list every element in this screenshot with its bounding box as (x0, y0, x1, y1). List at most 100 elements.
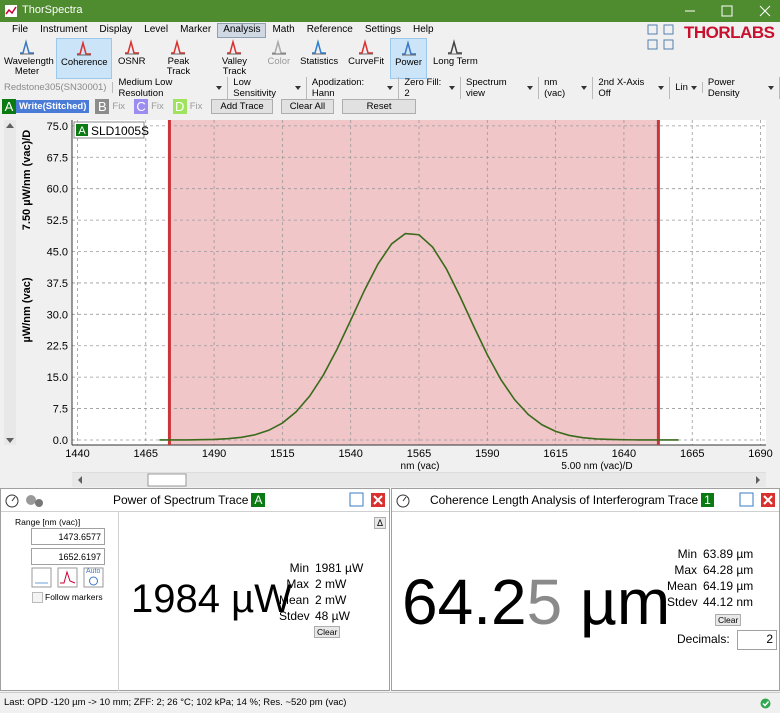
tool-label: Long Term (433, 56, 478, 67)
menu-item[interactable]: Instrument (40, 24, 88, 35)
dropdown[interactable]: Power Density (703, 76, 780, 99)
tool-button[interactable]: Valley Track (207, 38, 261, 79)
dropdown[interactable]: 2nd X-Axis Off (593, 76, 671, 99)
clear-button[interactable]: Clear (314, 626, 341, 638)
undock-button[interactable] (739, 492, 754, 507)
stat-name: Max (674, 563, 697, 577)
tool-icon (20, 39, 34, 55)
status-bar: Last: OPD -120 µm -> 10 mm; ZFF: 2; 26 °… (0, 692, 780, 713)
trace-selector[interactable]: D Fix (172, 99, 206, 114)
app-icon (5, 5, 17, 17)
stat-name: Min (289, 561, 309, 575)
trace-button[interactable]: Clear All (280, 99, 335, 114)
dropdown[interactable]: nm (vac) (539, 76, 594, 99)
dropdown[interactable]: Lin (670, 82, 703, 93)
tool-icon (227, 39, 242, 55)
range-start-input[interactable]: 1473.6577 (31, 528, 105, 545)
y-tick-label: 67.5 (47, 152, 68, 164)
tool-button[interactable]: Power (390, 38, 428, 79)
scroll-arrow (6, 438, 14, 443)
x-tick-label: 1590 (475, 448, 499, 460)
dropdown-label: Spectrum view (466, 76, 507, 99)
tool-button[interactable]: Long Term (429, 38, 482, 79)
tool-button[interactable]: Peak Track (151, 38, 205, 79)
dropdown[interactable]: Apodization: Hann (307, 76, 400, 99)
dropdown[interactable]: Spectrum view (461, 76, 540, 99)
dropdown[interactable]: Zero Fill: 2 (399, 76, 462, 99)
tool-button[interactable]: Statistics (296, 38, 342, 79)
x-tick-label: 1515 (270, 448, 294, 460)
trace-selector[interactable]: A Write(Stitched) (2, 99, 90, 114)
value-last-digit: 5 (526, 566, 563, 638)
y-axis-title: µW/nm (vac) (21, 277, 33, 342)
marker-region (169, 120, 659, 445)
full-range-button[interactable] (31, 567, 52, 588)
trace-button[interactable]: Reset (342, 99, 417, 114)
trace-bar: A Write(Stitched) B Fix C Fix D Fix Add Trace Cle… (2, 98, 424, 115)
chart: 1440 1465 1490 1515 1540 1565 1590 1615 1640 1665… (4, 120, 773, 472)
coherence-value: 64.25 µm (402, 565, 670, 639)
dropdown[interactable]: Low Sensitivity (228, 76, 307, 99)
menu-item[interactable]: File (12, 24, 29, 35)
trace-button[interactable]: Add Trace (211, 99, 273, 114)
panel-icons (5, 494, 43, 508)
tool-label: OSNR (118, 56, 146, 67)
dropdown-arrow (690, 85, 697, 90)
menu-item[interactable]: Help (412, 24, 434, 35)
dropdown-arrow (581, 85, 588, 90)
trace-letter: C (134, 99, 149, 114)
menu-item[interactable]: Level (144, 24, 169, 35)
x-tick-label: 1540 (338, 448, 362, 460)
trace-selector[interactable]: B Fix (95, 99, 128, 114)
menu-item[interactable]: Marker (180, 24, 212, 35)
coherence-stats: Min 63.89 µm Max 64.28 µm Mean 64.19 µm Stdev 4… (667, 547, 773, 609)
logo: THORLABS (684, 23, 775, 42)
menu-item[interactable]: Reference (306, 24, 353, 35)
stat-name: Max (286, 577, 309, 591)
legend-box (73, 121, 145, 139)
delta-button[interactable]: Δ (374, 517, 387, 529)
x-tick-label: 1440 (65, 448, 89, 460)
menu-item[interactable]: Settings (364, 24, 401, 35)
trace-selector[interactable]: C Fix (134, 99, 167, 114)
stat-value: 1981 µW (315, 561, 364, 575)
scrollbar-shapes (78, 473, 760, 487)
dropdown-arrow (387, 85, 394, 90)
menu-bar: File Instrument Display Level Marker Analysis… (6, 23, 440, 38)
tool-button[interactable]: CurveFit (344, 38, 388, 79)
tool-label: Peak Track (166, 56, 191, 77)
dropdown-arrow (527, 85, 534, 90)
y-tick-label: 75.0 (47, 121, 68, 133)
dropdown-label: Zero Fill: 2 (404, 76, 442, 99)
tool-button[interactable]: Coherence (56, 38, 112, 79)
horizontal-scrollbar[interactable] (72, 472, 766, 487)
settings-bar: Redstone305(SN30001) Medium Low Resolutio… (0, 76, 780, 99)
y-tick-label: 7.5 (53, 404, 68, 416)
decimals-input[interactable]: 2 (737, 630, 777, 650)
close[interactable] (759, 5, 771, 17)
tool-button[interactable]: OSNR (114, 38, 149, 79)
tool-label: Wavelength Meter (4, 56, 54, 77)
range-end-input[interactable]: 1652.6197 (31, 548, 105, 565)
dropdown[interactable]: Medium Low Resolution (113, 76, 229, 99)
dropdown-arrow (216, 85, 223, 90)
trace-mode: Fix (151, 101, 164, 112)
menu-item[interactable]: Display (99, 24, 133, 35)
follow-markers-checkbox[interactable] (32, 592, 43, 603)
menu-item[interactable]: Analysis (217, 23, 267, 38)
menu-item[interactable]: Math (272, 24, 295, 35)
status-ok-icon (760, 698, 771, 709)
undock-button[interactable] (349, 492, 364, 507)
tool-button[interactable]: Wavelength Meter (0, 38, 54, 79)
clear-button[interactable]: Clear (715, 614, 742, 626)
data-line (159, 232, 679, 441)
x-tick-label: 1640 (612, 448, 636, 460)
marker-range-button[interactable] (57, 567, 78, 588)
panel-buttons (739, 492, 775, 507)
x-tick-label: 1465 (134, 448, 158, 460)
x-tick-label: 1615 (543, 448, 567, 460)
window-title: ThorSpectra (22, 4, 83, 16)
status-text: Last: OPD -120 µm -> 10 mm; ZFF: 2; 26 °… (4, 697, 347, 708)
maximize[interactable] (721, 5, 733, 17)
tool-icon (401, 40, 416, 56)
